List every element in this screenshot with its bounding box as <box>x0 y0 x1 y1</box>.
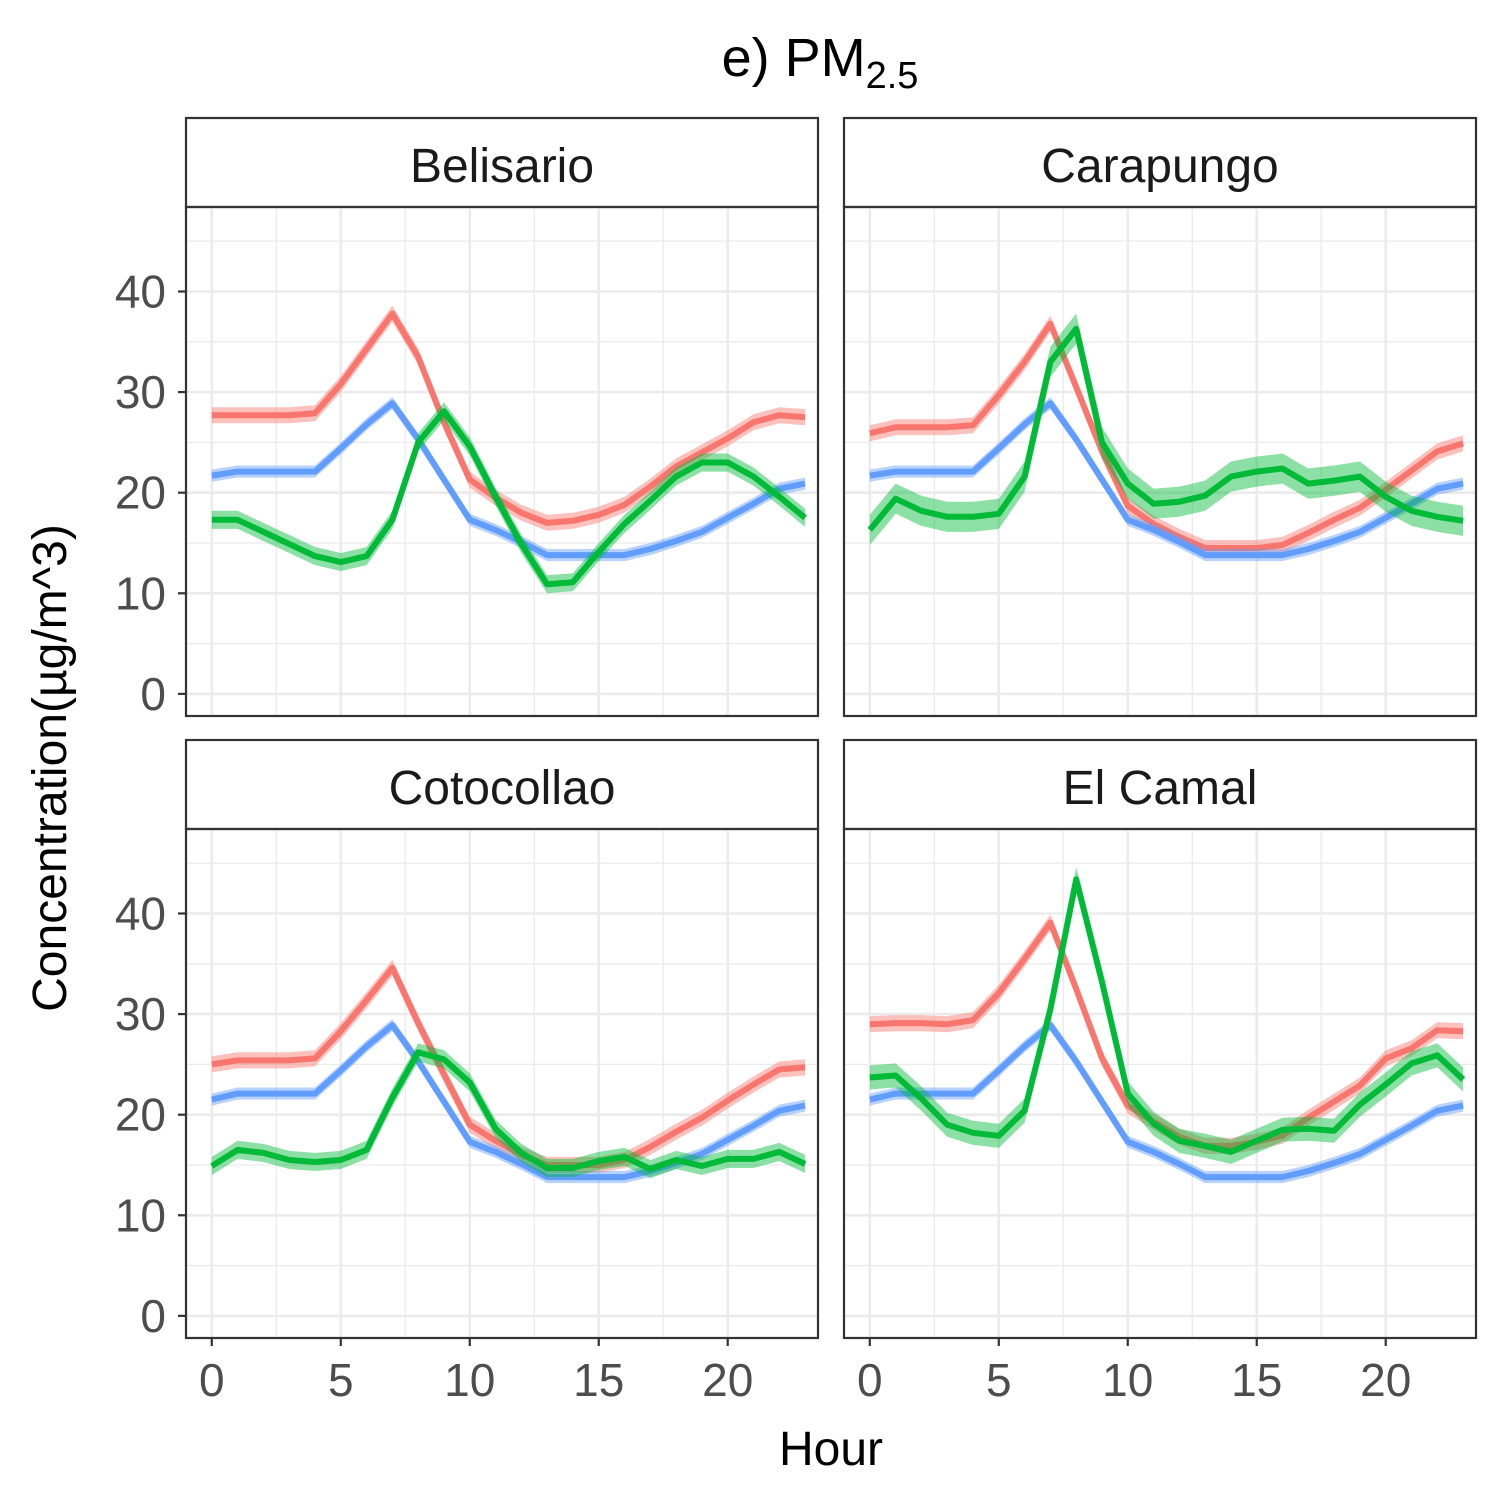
series-line <box>867 325 1464 532</box>
y-tick-label: 10 <box>115 1189 166 1241</box>
series-line <box>869 320 1464 551</box>
series-2 <box>869 397 1464 562</box>
series-2 <box>869 1019 1464 1184</box>
panel-strip <box>184 116 820 209</box>
x-tick-label: 20 <box>702 1354 753 1406</box>
panel-el-camal: El Camal 0 5 10 15 20 <box>842 738 1478 1406</box>
x-tick-label: 10 <box>1102 1354 1153 1406</box>
panel-border <box>842 827 1478 1340</box>
panel-belisario: Belisario 0 10 20 30 40 <box>115 116 820 720</box>
series-line <box>210 1049 807 1172</box>
panel-carapungo: Carapungo <box>842 116 1478 718</box>
series-line <box>869 1022 1464 1181</box>
chart-title: e) PM2.5 <box>722 28 919 97</box>
series-line <box>211 1022 806 1181</box>
x-tick-label: 20 <box>1360 1354 1411 1406</box>
x-tick-label: 5 <box>986 1354 1012 1406</box>
series-confidence-band <box>869 914 1464 1154</box>
y-tick-label: 40 <box>115 887 166 939</box>
x-tick-label: 15 <box>1231 1354 1282 1406</box>
x-tick-label: 0 <box>199 1354 225 1406</box>
series-line <box>211 310 806 526</box>
x-axis-title: Hour <box>779 1423 883 1476</box>
series-3 <box>211 402 807 594</box>
y-tick-label: 40 <box>115 265 166 317</box>
panel-border <box>842 205 1478 718</box>
panel-strip <box>842 738 1478 831</box>
y-tick-label: 20 <box>115 467 166 519</box>
panel-title: Belisario <box>410 140 594 193</box>
series-1 <box>869 315 1464 557</box>
series-confidence-band <box>211 1043 806 1179</box>
panel-cotocollao: Cotocollao 0 10 20 30 40 0 5 10 15 20 <box>115 738 820 1406</box>
panel-title: Carapungo <box>1041 140 1279 193</box>
series-2 <box>211 1019 806 1184</box>
x-tick-label: 10 <box>444 1354 495 1406</box>
series-confidence-band <box>211 959 806 1173</box>
series-1 <box>211 305 806 531</box>
series-line <box>211 964 806 1168</box>
panel-border <box>184 205 820 718</box>
series-confidence-band <box>869 315 1464 557</box>
chart-title-subscript: 2.5 <box>866 55 919 97</box>
series-2 <box>211 397 806 562</box>
series-1 <box>211 959 806 1173</box>
chart-title-main: e) PM <box>722 28 866 88</box>
series-3 <box>867 313 1464 545</box>
y-tick-label: 30 <box>115 988 166 1040</box>
x-tick-label: 0 <box>857 1354 883 1406</box>
series-line <box>869 919 1464 1149</box>
series-3 <box>869 867 1466 1164</box>
panel-strip <box>842 116 1478 209</box>
series-line <box>211 400 806 559</box>
panel-title: El Camal <box>1063 762 1258 815</box>
panels-layer: Belisario 0 10 20 30 40 Carapungo Cotocollao 0 10… <box>115 116 1478 1406</box>
x-tick-label: 15 <box>573 1354 624 1406</box>
y-tick-label: 20 <box>115 1089 166 1141</box>
y-tick-label: 0 <box>140 1290 166 1342</box>
series-confidence-band <box>211 305 806 531</box>
series-line <box>869 876 1466 1155</box>
series-line <box>211 408 807 588</box>
series-line <box>869 400 1464 559</box>
panel-border <box>184 827 820 1340</box>
y-tick-label: 0 <box>140 668 166 720</box>
y-axis-title: Concentration(µg/m^3) <box>24 524 77 1012</box>
panel-title: Cotocollao <box>389 762 616 815</box>
y-tick-label: 10 <box>115 567 166 619</box>
y-tick-label: 30 <box>115 366 166 418</box>
series-3 <box>210 1043 807 1179</box>
x-tick-label: 5 <box>328 1354 354 1406</box>
